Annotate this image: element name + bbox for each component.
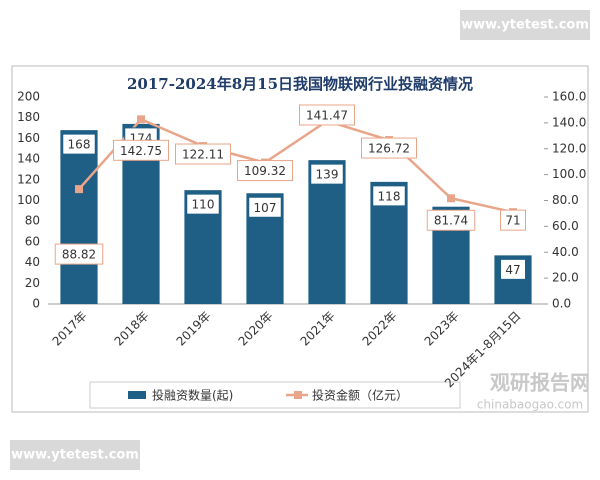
line-value-label-box [175, 143, 231, 165]
y-tick-label: 60 [25, 234, 40, 248]
y-tick-label: 100 [17, 193, 40, 207]
bar [60, 130, 98, 304]
watermark: www.ytetest.com [461, 18, 589, 33]
line-value-label-box [237, 160, 293, 182]
line [78, 117, 514, 214]
line-value-label: 81.74 [434, 214, 468, 228]
y-tick-label: 120 [17, 172, 40, 186]
bar-value-label-box [248, 196, 282, 218]
line-value-label: 109.32 [244, 164, 286, 178]
y2-tick-label: 140.0 [552, 115, 586, 129]
y-tick-label: 20 [25, 276, 40, 290]
line-value-label-box [361, 137, 417, 159]
line-value-label-box [299, 104, 355, 126]
line-value-label: 141.47 [306, 108, 348, 122]
line-value-label: 142.75 [120, 144, 162, 158]
y2-tick-label: 60.0 [552, 219, 579, 233]
y-tick-label: 160 [17, 131, 40, 145]
legend-label: 投融资数量(起) [152, 388, 233, 403]
line-value-label-box [500, 209, 526, 231]
line-value-label: 122.11 [182, 148, 224, 162]
y-tick-label: 80 [25, 214, 40, 228]
line-value-label-box [113, 139, 169, 161]
bar-value-label-box [310, 163, 344, 185]
bar-value-label-box [372, 185, 406, 207]
line-value-label-box [426, 209, 476, 231]
bar-value-label-box [186, 193, 220, 215]
bar-value-label: 47 [505, 263, 520, 277]
watermark: chinabaogao.com [477, 398, 583, 412]
y-tick-label: 180 [17, 110, 40, 124]
chart-title: 2017-2024年8月15日我国物联网行业投融资情况 [127, 75, 473, 93]
y-tick-label: 0 [32, 297, 40, 311]
line-value-label-box [54, 243, 104, 265]
bar-value-label-box [62, 133, 96, 155]
point [137, 115, 145, 124]
legend-swatch [128, 391, 146, 399]
y-tick-label: 40 [25, 255, 40, 269]
y2-tick-label: 40.0 [552, 245, 579, 259]
line-value-label: 126.72 [368, 142, 410, 156]
y2-tick-label: 0.0 [552, 297, 571, 311]
watermark-box [10, 440, 140, 470]
legend [89, 381, 461, 409]
line-value-label: 71 [505, 214, 520, 228]
legend-swatch [294, 391, 302, 399]
bar-value-label: 139 [316, 168, 339, 182]
bar-value-label: 168 [68, 138, 91, 152]
y-tick-label: 200 [17, 90, 40, 104]
bar-value-label: 107 [254, 201, 277, 215]
point [75, 185, 83, 194]
y2-tick-label: 20.0 [552, 271, 579, 285]
watermark: www.ytetest.com [11, 448, 139, 463]
y-tick-label: 140 [17, 152, 40, 166]
y2-tick-label: 80.0 [552, 193, 579, 207]
watermark: 观研报告网 [490, 371, 590, 395]
legend-label: 投资金额（亿元） [312, 388, 408, 403]
point [447, 194, 455, 203]
bar-value-label: 110 [192, 198, 215, 212]
bar-value-label: 118 [378, 189, 401, 203]
line-value-label: 88.82 [62, 248, 96, 262]
y2-tick-label: 100.0 [552, 167, 586, 181]
y2-tick-label: 120.0 [552, 141, 586, 155]
bar-value-label-box [500, 258, 526, 280]
watermark-box [460, 10, 590, 40]
y2-tick-label: 160.0 [552, 90, 586, 104]
